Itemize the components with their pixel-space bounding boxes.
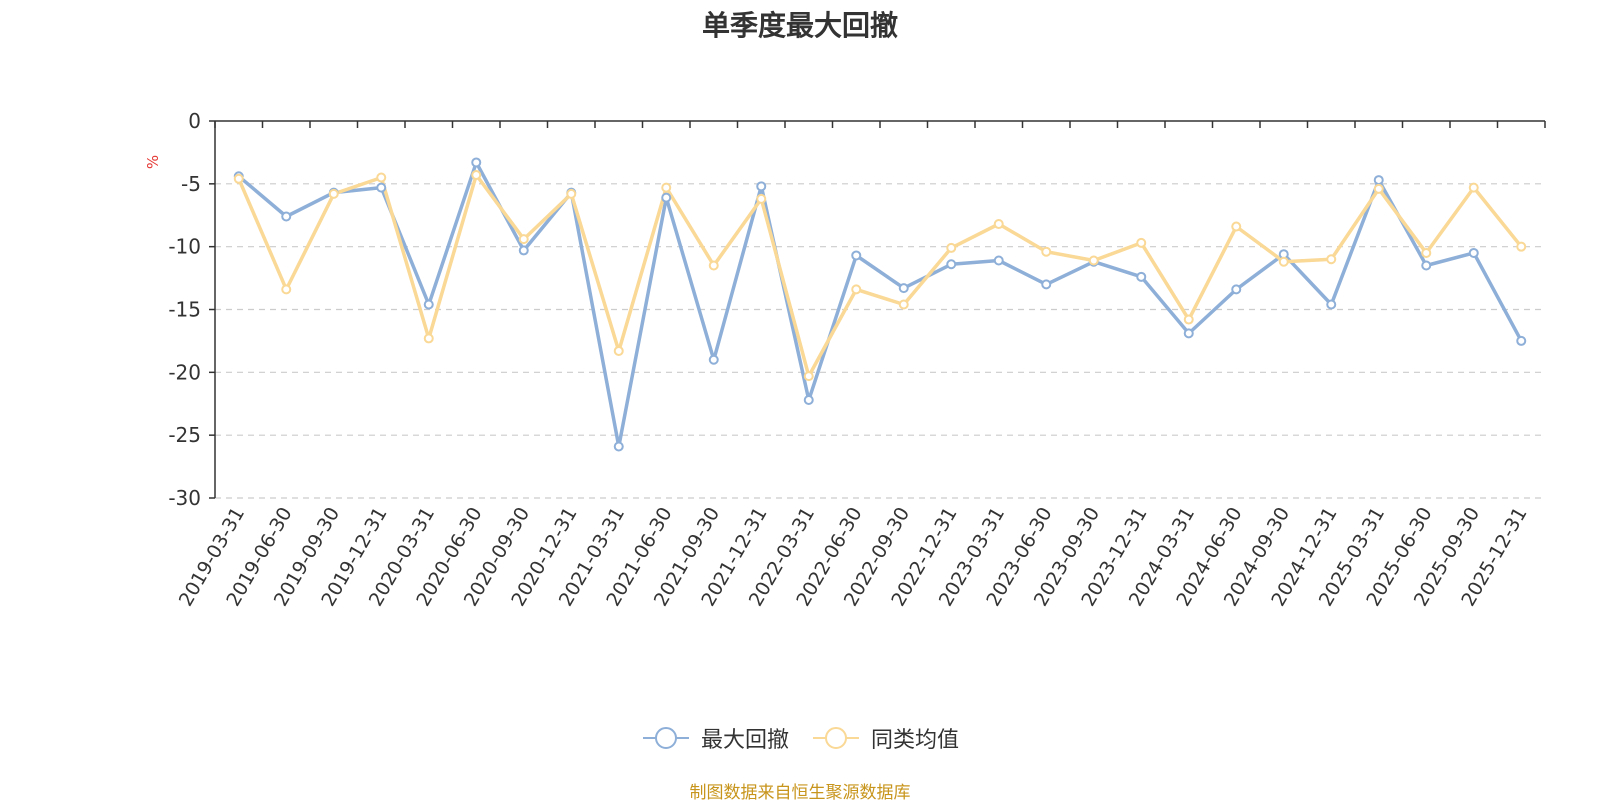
data-point-peer-average: [898, 299, 909, 310]
data-point-peer-average: [1136, 237, 1147, 248]
chart-title: 单季度最大回撤: [701, 9, 898, 42]
data-point-peer-average: [851, 284, 862, 295]
data-point-max-drawdown: [376, 182, 387, 193]
y-axis-label: %: [144, 155, 162, 169]
data-point-max-drawdown: [661, 192, 672, 203]
data-point-max-drawdown: [851, 250, 862, 261]
data-point-peer-average: [1326, 254, 1337, 265]
data-point-peer-average: [328, 188, 339, 199]
data-point-max-drawdown: [1468, 247, 1479, 258]
y-tick-label: -15: [168, 298, 201, 322]
data-point-peer-average: [423, 333, 434, 344]
data-point-max-drawdown: [1136, 271, 1147, 282]
y-tick-label: -5: [181, 172, 201, 196]
data-point-max-drawdown: [1183, 328, 1194, 339]
y-tick-label: -20: [168, 360, 201, 384]
data-point-peer-average: [1373, 183, 1384, 194]
data-point-peer-average: [803, 371, 814, 382]
y-tick-label: -30: [168, 486, 201, 510]
y-tick-label: 0: [188, 109, 201, 133]
legend-item-peer-average[interactable]: 同类均值: [811, 722, 959, 754]
data-point-max-drawdown: [471, 157, 482, 168]
series-line-peer-average: [237, 173, 1523, 378]
data-point-peer-average: [661, 182, 672, 193]
data-point-max-drawdown: [1231, 284, 1242, 295]
y-tick-label: -25: [168, 423, 201, 447]
data-point-max-drawdown: [708, 354, 719, 365]
data-point-max-drawdown: [946, 259, 957, 270]
data-point-max-drawdown: [1373, 175, 1384, 186]
legend-label-max-drawdown: 最大回撤: [700, 728, 789, 753]
y-tick-label: -10: [168, 235, 201, 259]
legend-marker-peer-average-icon: [813, 727, 859, 749]
data-point-peer-average: [708, 260, 719, 271]
data-point-peer-average: [993, 219, 1004, 230]
legend-label-peer-average: 同类均值: [871, 728, 960, 753]
data-point-peer-average: [471, 170, 482, 181]
data-point-max-drawdown: [993, 255, 1004, 266]
legend-item-max-drawdown[interactable]: 最大回撤: [641, 722, 789, 754]
data-point-peer-average: [1468, 182, 1479, 193]
data-point-max-drawdown: [803, 394, 814, 405]
data-point-max-drawdown: [756, 181, 767, 192]
data-point-peer-average: [1088, 255, 1099, 266]
data-point-peer-average: [1278, 256, 1289, 267]
data-point-max-drawdown: [518, 245, 529, 256]
data-point-peer-average: [566, 188, 577, 199]
data-point-peer-average: [281, 284, 292, 295]
data-point-max-drawdown: [613, 441, 624, 452]
data-point-max-drawdown: [1326, 299, 1337, 310]
data-point-peer-average: [1516, 241, 1527, 252]
legend-marker-max-drawdown-icon: [642, 727, 689, 749]
data-point-peer-average: [376, 172, 387, 183]
data-point-max-drawdown: [1421, 260, 1432, 271]
data-point-peer-average: [946, 242, 957, 253]
data-point-peer-average: [613, 345, 624, 356]
data-point-max-drawdown: [1041, 279, 1052, 290]
data-point-peer-average: [1421, 247, 1432, 258]
data-point-peer-average: [1183, 314, 1194, 325]
data-point-peer-average: [518, 234, 529, 245]
data-point-peer-average: [1041, 246, 1052, 257]
data-point-max-drawdown: [281, 211, 292, 222]
data-point-peer-average: [233, 173, 244, 184]
data-point-peer-average: [756, 193, 767, 204]
line-chart: 0-5-10-15-20-25-302019-03-312019-06-3020…: [144, 109, 1546, 610]
data-point-max-drawdown: [423, 299, 434, 310]
legend: 最大回撤 同类均值: [0, 722, 1600, 754]
series-line-max-drawdown: [237, 160, 1523, 449]
data-point-max-drawdown: [898, 283, 909, 294]
source-note: 制图数据来自恒生聚源数据库: [689, 783, 911, 803]
data-point-peer-average: [1231, 221, 1242, 232]
data-point-max-drawdown: [1516, 335, 1527, 346]
